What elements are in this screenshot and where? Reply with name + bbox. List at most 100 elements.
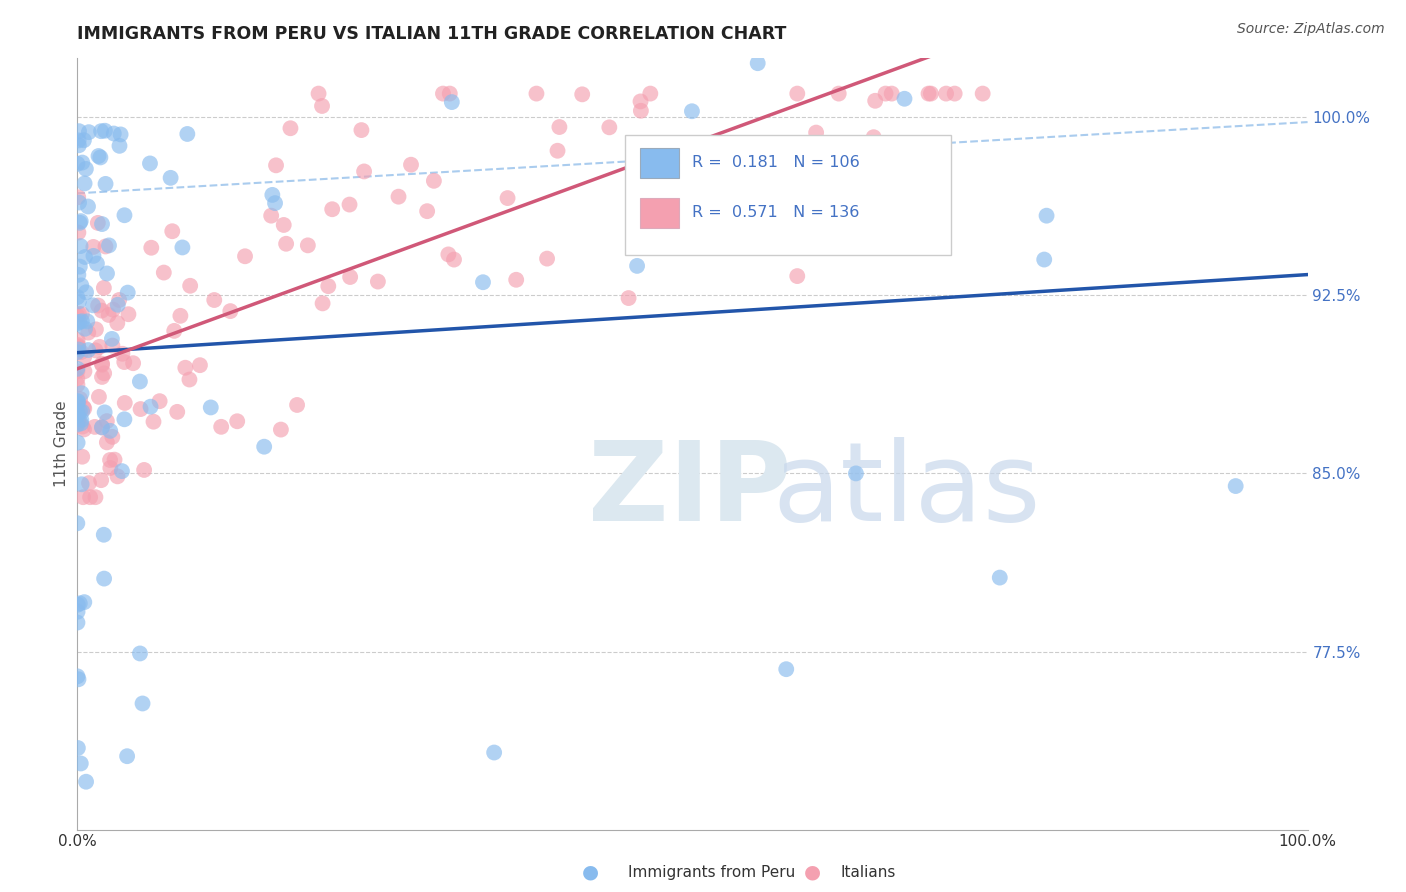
Point	[72, 155, 94, 169]
Text: Immigrants from Peru: Immigrants from Peru	[628, 865, 796, 880]
Point	[117, 307, 139, 321]
Point	[84, 343, 107, 358]
Point	[70, 477, 93, 491]
Point	[179, 278, 201, 293]
Point	[129, 402, 152, 417]
Point	[82, 249, 104, 263]
Point	[630, 95, 652, 109]
Point	[101, 430, 124, 444]
Point	[66, 372, 89, 386]
Point	[91, 217, 114, 231]
Point	[1225, 479, 1247, 493]
Point	[75, 774, 97, 789]
Point	[262, 187, 284, 202]
Point	[630, 103, 652, 118]
Point	[91, 358, 114, 372]
Point	[90, 124, 112, 138]
Point	[69, 214, 91, 228]
Point	[169, 309, 191, 323]
Point	[73, 250, 96, 264]
Point	[70, 278, 93, 293]
Point	[66, 344, 89, 359]
Point	[67, 338, 90, 352]
Point	[416, 204, 439, 219]
Point	[163, 324, 186, 338]
Point	[67, 673, 90, 687]
Point	[863, 94, 886, 108]
Point	[804, 126, 827, 140]
Point	[66, 394, 89, 409]
Point	[66, 615, 89, 630]
Point	[353, 164, 375, 178]
Point	[482, 746, 505, 760]
Point	[91, 420, 114, 434]
Point	[66, 364, 89, 378]
Point	[505, 273, 527, 287]
Point	[98, 424, 121, 438]
Point	[110, 128, 132, 142]
Point	[67, 315, 90, 329]
Point	[988, 571, 1011, 585]
Point	[96, 414, 118, 428]
Point	[66, 361, 89, 376]
Point	[339, 197, 361, 211]
Point	[77, 125, 100, 139]
Point	[66, 309, 89, 323]
FancyBboxPatch shape	[640, 148, 679, 178]
Point	[943, 87, 966, 101]
Point	[845, 467, 868, 481]
Point	[82, 240, 104, 254]
Point	[432, 87, 454, 101]
Point	[862, 130, 884, 145]
Point	[77, 476, 100, 491]
Point	[399, 158, 422, 172]
Point	[67, 343, 90, 357]
Y-axis label: 11th Grade: 11th Grade	[53, 401, 69, 487]
Point	[260, 209, 283, 223]
Point	[253, 440, 276, 454]
Point	[98, 453, 121, 467]
Point	[67, 268, 90, 282]
Point	[66, 669, 89, 683]
Point	[69, 260, 91, 274]
Point	[640, 87, 662, 101]
Point	[108, 293, 131, 307]
Point	[285, 398, 308, 412]
Point	[66, 408, 89, 422]
Point	[350, 123, 373, 137]
Point	[98, 461, 121, 475]
Point	[188, 358, 211, 372]
Point	[73, 133, 96, 147]
Point	[308, 87, 330, 101]
Point	[66, 435, 89, 450]
Point	[91, 370, 114, 384]
Text: R =  0.181   N = 106: R = 0.181 N = 106	[693, 154, 860, 169]
Point	[316, 279, 339, 293]
Point	[129, 647, 152, 661]
Point	[86, 256, 108, 270]
Point	[200, 401, 222, 415]
Point	[149, 394, 172, 409]
Point	[66, 406, 89, 420]
Point	[66, 406, 89, 420]
Point	[1033, 252, 1056, 267]
Point	[73, 350, 96, 364]
Point	[69, 239, 91, 253]
Point	[94, 239, 117, 253]
Text: ●: ●	[582, 863, 599, 882]
Point	[526, 87, 548, 101]
Point	[141, 241, 163, 255]
Point	[920, 87, 942, 101]
Point	[321, 202, 343, 217]
Point	[131, 697, 153, 711]
Point	[114, 208, 136, 222]
Point	[97, 308, 120, 322]
Point	[94, 177, 117, 191]
Point	[89, 150, 111, 164]
Point	[775, 662, 797, 676]
Point	[139, 156, 162, 170]
Point	[103, 127, 125, 141]
Point	[917, 87, 939, 101]
Point	[70, 413, 93, 427]
Point	[98, 238, 121, 252]
